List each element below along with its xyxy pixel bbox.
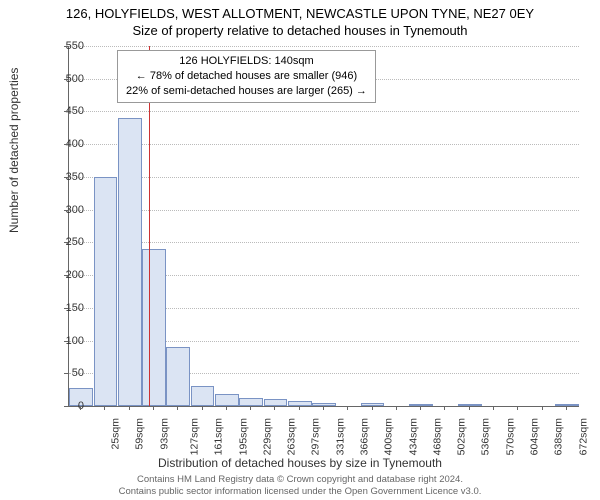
xtick-mark bbox=[347, 406, 348, 410]
xtick-mark bbox=[323, 406, 324, 410]
annot-line3: 22% of semi-detached houses are larger (… bbox=[126, 84, 367, 99]
ytick-mark bbox=[64, 341, 68, 342]
chart-title: 126, HOLYFIELDS, WEST ALLOTMENT, NEWCAST… bbox=[0, 0, 600, 23]
xtick-mark bbox=[153, 406, 154, 410]
gridline bbox=[69, 242, 579, 243]
ytick-mark bbox=[64, 111, 68, 112]
ytick-label: 550 bbox=[66, 40, 84, 52]
gridline bbox=[69, 111, 579, 112]
ytick-mark bbox=[64, 210, 68, 211]
histogram-bar bbox=[239, 398, 263, 406]
ytick-label: 400 bbox=[66, 138, 84, 150]
ytick-label: 350 bbox=[66, 171, 84, 183]
xtick-mark bbox=[177, 406, 178, 410]
ytick-label: 100 bbox=[66, 335, 84, 347]
ytick-mark bbox=[64, 308, 68, 309]
xtick-mark bbox=[517, 406, 518, 410]
xtick-label: 366sqm bbox=[358, 418, 370, 455]
histogram-bar bbox=[118, 118, 142, 406]
footer-line1: Contains HM Land Registry data © Crown c… bbox=[0, 474, 600, 486]
gridline bbox=[69, 177, 579, 178]
histogram-bar bbox=[288, 401, 312, 406]
footer-attribution: Contains HM Land Registry data © Crown c… bbox=[0, 474, 600, 498]
annotation-box: 126 HOLYFIELDS: 140sqm← 78% of detached … bbox=[117, 50, 376, 103]
xtick-mark bbox=[80, 406, 81, 410]
x-axis-label: Distribution of detached houses by size … bbox=[0, 456, 600, 470]
ytick-label: 200 bbox=[66, 269, 84, 281]
gridline bbox=[69, 210, 579, 211]
ytick-mark bbox=[64, 79, 68, 80]
xtick-mark bbox=[299, 406, 300, 410]
y-axis-label: Number of detached properties bbox=[7, 68, 21, 233]
gridline bbox=[69, 144, 579, 145]
histogram-bar bbox=[555, 404, 579, 406]
xtick-label: 672sqm bbox=[577, 418, 589, 455]
histogram-bar bbox=[142, 249, 166, 406]
xtick-mark bbox=[129, 406, 130, 410]
histogram-bar bbox=[458, 404, 482, 406]
plot-area: 126 HOLYFIELDS: 140sqm← 78% of detached … bbox=[68, 46, 579, 407]
xtick-label: 638sqm bbox=[553, 418, 565, 455]
xtick-label: 59sqm bbox=[134, 418, 146, 450]
ytick-mark bbox=[64, 242, 68, 243]
xtick-label: 161sqm bbox=[213, 418, 225, 455]
xtick-mark bbox=[566, 406, 567, 410]
xtick-label: 570sqm bbox=[504, 418, 516, 455]
xtick-label: 434sqm bbox=[407, 418, 419, 455]
chart-subtitle: Size of property relative to detached ho… bbox=[0, 23, 600, 40]
ytick-label: 50 bbox=[72, 367, 84, 379]
xtick-mark bbox=[250, 406, 251, 410]
ytick-mark bbox=[64, 177, 68, 178]
annot-line2: ← 78% of detached houses are smaller (94… bbox=[126, 69, 367, 84]
xtick-label: 229sqm bbox=[261, 418, 273, 455]
ytick-mark bbox=[64, 373, 68, 374]
xtick-label: 502sqm bbox=[456, 418, 468, 455]
xtick-label: 536sqm bbox=[480, 418, 492, 455]
ytick-label: 250 bbox=[66, 236, 84, 248]
xtick-mark bbox=[274, 406, 275, 410]
xtick-mark bbox=[493, 406, 494, 410]
histogram-bar bbox=[215, 394, 239, 406]
xtick-label: 604sqm bbox=[528, 418, 540, 455]
xtick-mark bbox=[372, 406, 373, 410]
xtick-label: 468sqm bbox=[431, 418, 443, 455]
xtick-mark bbox=[202, 406, 203, 410]
ytick-label: 300 bbox=[66, 204, 84, 216]
gridline bbox=[69, 46, 579, 47]
xtick-label: 195sqm bbox=[237, 418, 249, 455]
xtick-label: 297sqm bbox=[310, 418, 322, 455]
xtick-mark bbox=[396, 406, 397, 410]
ytick-mark bbox=[64, 46, 68, 47]
xtick-label: 25sqm bbox=[110, 418, 122, 450]
footer-line2: Contains public sector information licen… bbox=[0, 486, 600, 498]
xtick-label: 263sqm bbox=[286, 418, 298, 455]
ytick-mark bbox=[64, 406, 68, 407]
histogram-bar bbox=[94, 177, 118, 406]
ytick-mark bbox=[64, 275, 68, 276]
annot-line1: 126 HOLYFIELDS: 140sqm bbox=[126, 54, 367, 69]
xtick-mark bbox=[226, 406, 227, 410]
xtick-label: 93sqm bbox=[158, 418, 170, 450]
xtick-mark bbox=[420, 406, 421, 410]
xtick-label: 127sqm bbox=[188, 418, 200, 455]
ytick-label: 150 bbox=[66, 302, 84, 314]
ytick-mark bbox=[64, 144, 68, 145]
ytick-label: 500 bbox=[66, 73, 84, 85]
xtick-mark bbox=[542, 406, 543, 410]
histogram-bar bbox=[191, 386, 215, 406]
xtick-label: 331sqm bbox=[334, 418, 346, 455]
xtick-mark bbox=[104, 406, 105, 410]
ytick-label: 450 bbox=[66, 105, 84, 117]
xtick-mark bbox=[469, 406, 470, 410]
xtick-mark bbox=[444, 406, 445, 410]
histogram-bar bbox=[166, 347, 190, 406]
xtick-label: 400sqm bbox=[383, 418, 395, 455]
